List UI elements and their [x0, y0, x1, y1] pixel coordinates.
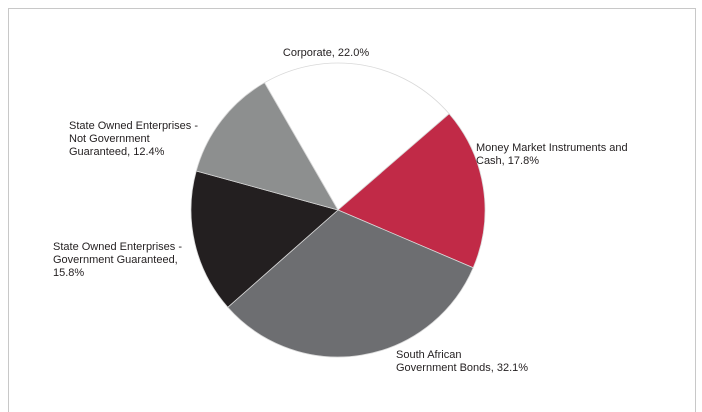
pie-slice-corporate: [263, 62, 450, 211]
pie-label-line: South African: [396, 349, 461, 361]
pie-label-money-market-instruments-and-cash: Money Market Instruments and Cash, 17.8%: [476, 142, 628, 167]
pie-label-line: Cash, 17.8%: [476, 155, 539, 167]
pie-slices: [190, 62, 486, 358]
pie-slice-state-owned-enterprises-government-guaranteed: [190, 170, 339, 308]
pie-label-line: Money Market Instruments and: [476, 142, 628, 154]
pie-slice-south-african-government-bonds: [227, 209, 474, 358]
pie-label-south-african-government-bonds: South African Government Bonds, 32.1%: [396, 349, 528, 374]
pie-slice-state-owned-enterprises-not-government-guaranteed: [195, 82, 339, 211]
pie-label-line: Government Bonds, 32.1%: [396, 362, 528, 374]
pie-label-line: State Owned Enterprises -: [69, 120, 198, 132]
pie-label-line: 15.8%: [53, 267, 84, 279]
pie-label-corporate: Corporate, 22.0%: [283, 47, 369, 59]
pie-label-state-owned-enterprises-government-guaranteed: State Owned Enterprises -Government Guar…: [53, 241, 182, 279]
pie-label-line: Not Government: [69, 133, 150, 145]
pie-labels: Corporate, 22.0% Money Market Instruments…: [53, 47, 628, 374]
pie-label-line: Guaranteed, 12.4%: [69, 146, 165, 158]
pie-label-line: Government Guaranteed,: [53, 254, 178, 266]
pie-label-line: Corporate, 22.0%: [283, 47, 369, 59]
pie-slice-money-market-instruments-and-cash: [337, 113, 486, 269]
pie-label-state-owned-enterprises-not-government-guaranteed: State Owned Enterprises -Not Government G…: [69, 120, 198, 158]
pie-label-line: State Owned Enterprises -: [53, 241, 182, 253]
